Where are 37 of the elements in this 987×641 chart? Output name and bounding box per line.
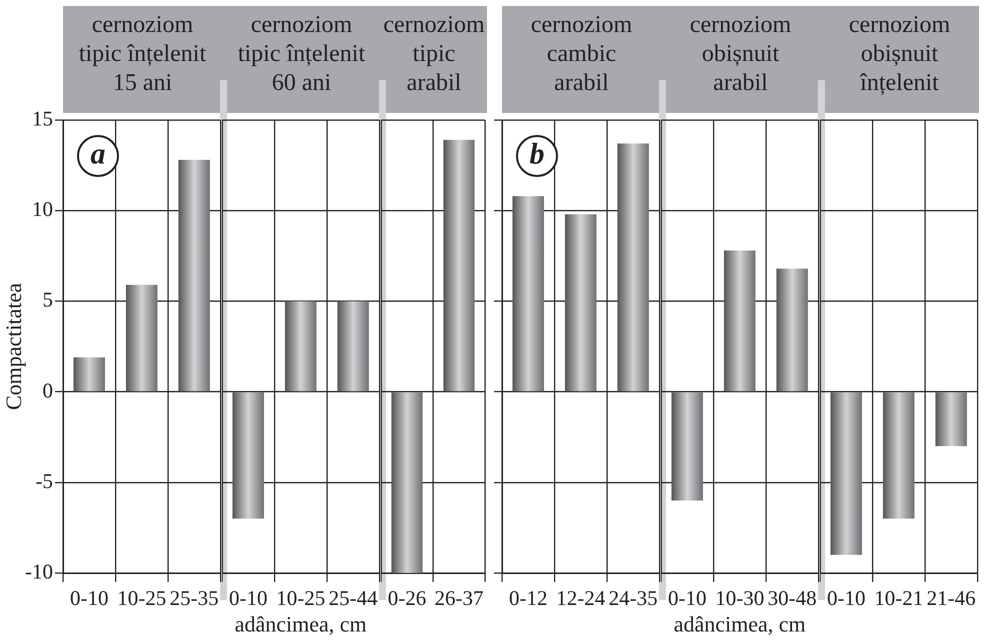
- x-axis-title: adâncimea, cm: [674, 612, 806, 637]
- chart-title: cernoziom tipic înțelenit 15 ani: [78, 11, 206, 98]
- x-tick-label: 0-12: [508, 586, 548, 610]
- x-tick-label: 0-10: [228, 586, 268, 610]
- x-axis-title: adâncimea, cm: [234, 612, 367, 637]
- x-tick-label: 10-25: [276, 586, 326, 610]
- x-tick-label: 21-46: [926, 586, 976, 610]
- x-tick-label: 25-44: [328, 586, 378, 610]
- x-tick-label: 30-48: [768, 586, 817, 610]
- x-tick-label: 12-24: [556, 586, 606, 610]
- x-tick-label: 24-35: [608, 586, 658, 610]
- y-tick-label: 0: [42, 378, 53, 402]
- bar: [126, 284, 158, 392]
- y-tick-label: 10: [32, 197, 53, 222]
- chart-title: cernoziom cambic arabil: [530, 11, 632, 98]
- chart-title: cernoziom obișnuit arabil: [690, 11, 792, 98]
- y-axis-title: Compactitatea: [0, 282, 26, 410]
- y-tick-label: 15: [32, 106, 53, 131]
- bar: [178, 160, 210, 392]
- x-tick-label: 10-21: [874, 586, 924, 610]
- annotation: b: [530, 138, 544, 170]
- x-tick-label: 25-35: [170, 586, 219, 610]
- y-tick-label: -10: [25, 560, 53, 584]
- x-tick-label: 10-30: [715, 586, 764, 610]
- bar: [73, 357, 105, 392]
- x-tick-label: 0-10: [70, 586, 108, 610]
- chart-title: cernoziom tipic arabil: [383, 11, 485, 98]
- chart-title: cernoziom obișnuit înțelenit: [848, 11, 950, 98]
- y-tick-label: 5: [42, 288, 53, 312]
- y-tick-label: -5: [36, 468, 53, 493]
- x-tick-label: 10-25: [117, 586, 166, 610]
- x-tick-label: 0-26: [388, 586, 426, 610]
- annotation: a: [90, 138, 106, 170]
- x-tick-label: 0-10: [826, 586, 866, 610]
- x-tick-label: 0-10: [668, 586, 706, 610]
- chart-title: cernoziom tipic înțelenit 60 ani: [238, 11, 366, 98]
- x-tick-label: 26-37: [434, 586, 484, 610]
